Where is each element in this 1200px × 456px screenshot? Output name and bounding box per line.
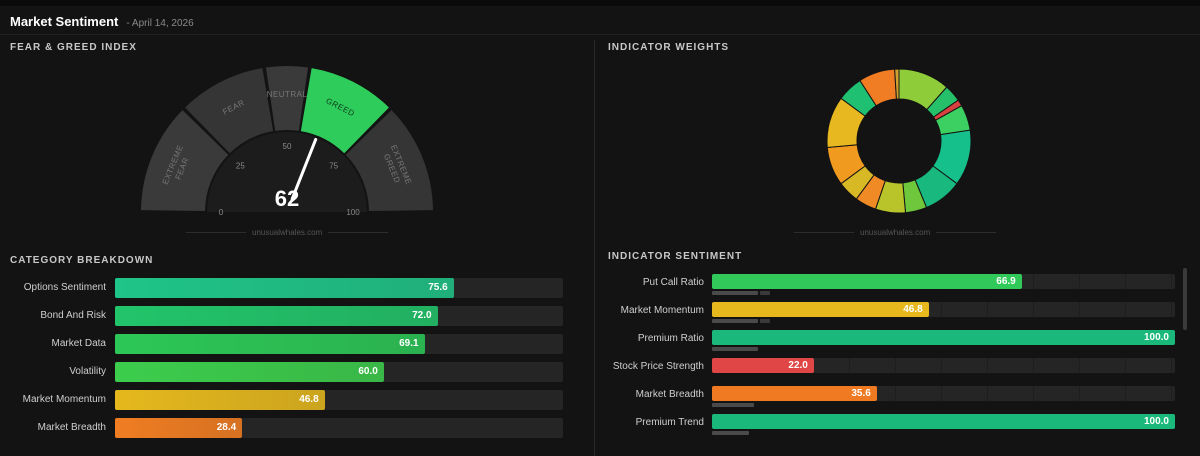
indicator-row: Stock Price Strength 22.0 (600, 358, 1190, 382)
indicator-label: Premium Trend (635, 417, 704, 428)
category-bar-track: 72.0 (115, 306, 563, 326)
gauge-zone (345, 110, 433, 211)
indicator-bar-track: 46.8 (712, 302, 1175, 317)
indicator-bar-track: 35.6 (712, 386, 1175, 401)
category-value: 28.4 (216, 422, 237, 433)
gauge-inner (207, 132, 367, 212)
indicator-bar-fill: 46.8 (712, 302, 929, 317)
gauge-zone (300, 68, 389, 154)
indicator-label: Put Call Ratio (642, 277, 704, 288)
indicator-weights-title: INDICATOR WEIGHTS (608, 42, 730, 53)
indicator-bar-track: 100.0 (712, 330, 1175, 345)
category-bar-track: 28.4 (115, 418, 563, 438)
category-bar-fill: 46.8 (115, 390, 325, 410)
gauge-zone (185, 68, 274, 154)
category-row: Options Sentiment 75.6 (0, 278, 580, 298)
category-label: Market Breadth (37, 422, 106, 433)
indicator-sentiment-title: INDICATOR SENTIMENT (608, 251, 743, 262)
category-value: 75.6 (428, 282, 448, 293)
gauge-tick-label: 100 (346, 208, 360, 217)
category-row: Market Data 69.1 (0, 334, 580, 354)
indicator-label: Stock Price Strength (612, 361, 704, 372)
indicator-bar-track: 22.0 (712, 358, 1175, 373)
category-bar-fill: 60.0 (115, 362, 384, 382)
watermark-text: unusualwhales.com (860, 228, 931, 237)
category-value: 46.8 (299, 394, 319, 405)
gauge-tick-label: 75 (329, 161, 338, 170)
category-bar-track: 69.1 (115, 334, 563, 354)
category-bar-track: 75.6 (115, 278, 563, 298)
category-row: Market Momentum 46.8 (0, 390, 580, 410)
top-strip (0, 0, 1200, 6)
header-divider (0, 34, 1200, 35)
donut-segment[interactable] (894, 68, 900, 100)
scrollbar[interactable] (1183, 268, 1187, 330)
indicator-row: Market Momentum 46.8 (600, 302, 1190, 326)
gauge-needle (290, 137, 318, 201)
gauge-zone-label: NEUTRAL (267, 90, 308, 99)
indicator-bar-fill: 100.0 (712, 414, 1175, 429)
panel-divider (594, 40, 595, 456)
gauge-value: 62 (275, 186, 299, 211)
indicator-value: 100.0 (1143, 416, 1169, 427)
indicator-label: Market Breadth (635, 389, 704, 400)
category-row: Bond And Risk 72.0 (0, 306, 580, 326)
gauge-tick-label: 50 (283, 142, 292, 151)
category-value: 69.1 (399, 338, 419, 349)
indicator-row: Put Call Ratio 66.9 (600, 274, 1190, 298)
category-breakdown-title: CATEGORY BREAKDOWN (10, 255, 154, 266)
category-label: Market Data (51, 338, 106, 349)
gauge-tick-label: 25 (236, 161, 245, 170)
indicator-bar-fill: 100.0 (712, 330, 1175, 345)
fear-greed-title: FEAR & GREED INDEX (10, 42, 137, 53)
gauge-watermark: unusualwhales.com (186, 228, 389, 237)
category-label: Bond And Risk (40, 310, 106, 321)
gauge-zone (265, 66, 309, 131)
watermark-text: unusualwhales.com (252, 228, 323, 237)
category-bar-fill: 69.1 (115, 334, 425, 354)
category-value: 72.0 (412, 310, 432, 321)
donut-watermark: unusualwhales.com (794, 228, 997, 237)
page-title: Market Sentiment (10, 14, 119, 29)
indicator-value: 35.6 (851, 388, 871, 399)
category-bar-track: 60.0 (115, 362, 563, 382)
category-value: 60.0 (358, 366, 378, 377)
page-header: Market Sentiment - April 14, 2026 (10, 14, 194, 29)
indicator-bar-track: 100.0 (712, 414, 1175, 429)
category-bar-fill: 28.4 (115, 418, 243, 438)
indicator-bar-fill: 35.6 (712, 386, 877, 401)
page-date: - April 14, 2026 (126, 18, 194, 29)
indicator-row: Premium Trend 100.0 (600, 414, 1190, 438)
category-row: Market Breadth 28.4 (0, 418, 580, 438)
category-bar-track: 46.8 (115, 390, 563, 410)
gauge-zone (141, 110, 229, 211)
indicator-bar-fill: 22.0 (712, 358, 814, 373)
gauge-tick-label: 0 (219, 208, 224, 217)
indicator-value: 66.9 (996, 276, 1016, 287)
indicator-label: Premium Ratio (637, 333, 704, 344)
category-label: Volatility (69, 366, 106, 377)
indicator-value: 22.0 (788, 360, 808, 371)
category-label: Options Sentiment (23, 282, 106, 293)
category-bar-fill: 75.6 (115, 278, 454, 298)
indicator-label: Market Momentum (620, 305, 704, 316)
category-row: Volatility 60.0 (0, 362, 580, 382)
category-bar-fill: 72.0 (115, 306, 438, 326)
indicator-value: 100.0 (1143, 332, 1169, 343)
indicator-weights-donut (826, 68, 972, 214)
indicator-value: 46.8 (903, 304, 923, 315)
indicator-bar-fill: 66.9 (712, 274, 1022, 289)
fear-greed-gauge: EXTREMEFEARFEARNEUTRALGREEDEXTREMEGREED0… (141, 66, 433, 217)
indicator-row: Premium Ratio 100.0 (600, 330, 1190, 354)
indicator-row: Market Breadth 35.6 (600, 386, 1190, 410)
category-label: Market Momentum (22, 394, 106, 405)
indicator-bar-track: 66.9 (712, 274, 1175, 289)
